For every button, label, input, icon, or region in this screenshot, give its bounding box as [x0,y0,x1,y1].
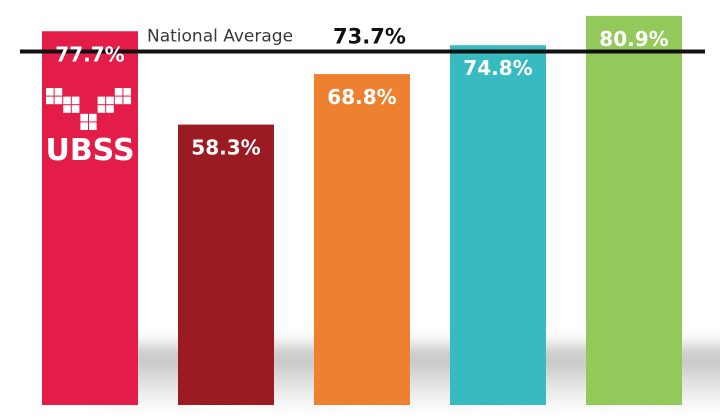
bar-2 [178,124,274,406]
ubss-logo: UBSS [45,88,135,168]
national-average-label-background [140,23,308,48]
logo-pixel [63,105,71,113]
value-label-1: 77.7% [55,42,124,66]
value-label-3: 68.8% [327,85,396,109]
ubss-logo-mark-icon [46,88,131,130]
logo-pixel [54,88,63,96]
logo-pixel [123,96,131,105]
value-label-4: 74.8% [463,56,532,80]
bar-3 [314,74,410,406]
value-label-2: 58.3% [191,136,260,160]
logo-pixel [123,88,131,96]
logo-pixel [89,122,97,130]
national-average-value-background [326,23,416,48]
logo-pixel [71,96,80,105]
logo-pixel [114,88,123,96]
bar-4 [450,45,546,405]
logo-pixel [97,105,106,113]
logo-pixel [71,105,80,113]
bars [42,15,682,406]
logo-pixel [80,122,88,130]
bar-5 [586,15,682,405]
logo-pixel [106,96,114,105]
logo-pixel [46,96,54,105]
logo-pixel [80,113,88,122]
logo-pixel [46,88,54,96]
national-average-label: National Average [147,27,293,47]
bar-1 [42,31,138,405]
logo-pixel [63,96,71,105]
ubss-logo-text: UBSS [45,133,134,168]
national-average-value: 73.7% [333,25,406,49]
logo-pixel [54,96,63,105]
logo-pixel [114,96,123,105]
logo-pixel [97,96,106,105]
logo-pixel [89,113,97,122]
logo-pixel [106,105,114,113]
national-average-line-group: National Average 73.7% [20,23,705,54]
value-label-5: 80.9% [599,27,668,51]
value-labels: 77.7% 58.3% 68.8% 74.8% 80.9% [55,27,668,160]
